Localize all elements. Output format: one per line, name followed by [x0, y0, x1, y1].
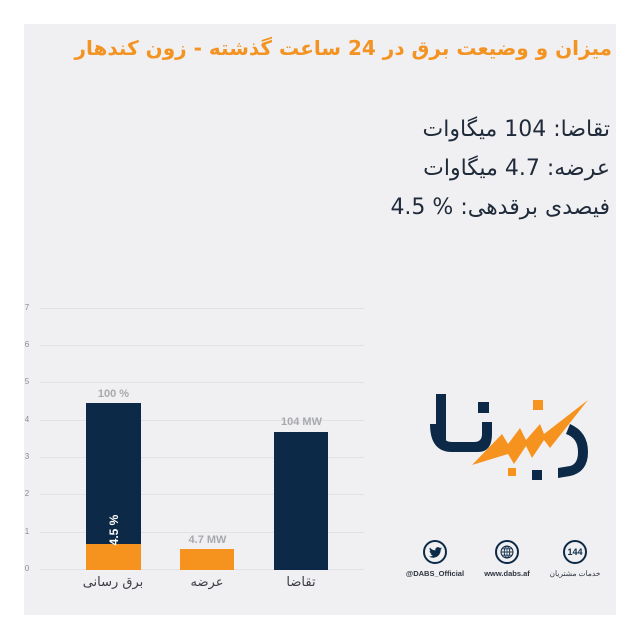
y-tick: 5	[24, 377, 30, 386]
contact-hotline[interactable]: 144 خدمات مشتریان	[540, 540, 610, 578]
y-tick: 0	[24, 564, 30, 573]
y-tick: 4	[24, 415, 30, 424]
supply-stat: عرضه: 4.7 میگاوات	[423, 156, 610, 181]
gridline	[40, 532, 364, 533]
bar-label-demand: 104 MW	[281, 416, 322, 428]
breshna-logo-icon	[430, 394, 588, 480]
y-tick: 7	[24, 303, 30, 312]
bar-delivery-total	[86, 403, 141, 544]
website-url: www.dabs.af	[484, 569, 530, 578]
y-tick: 1	[24, 527, 30, 536]
x-label-supply: عرضه	[190, 575, 224, 590]
percentage-stat: فیصدی برقدهی: % 4.5	[390, 195, 610, 220]
gridline	[40, 457, 364, 458]
gridline	[40, 345, 364, 346]
inbar-percentage-label: 4.5 %	[107, 514, 121, 546]
gridline	[40, 494, 364, 495]
bar-supply	[180, 549, 234, 570]
gridline	[40, 420, 364, 421]
gridline	[40, 382, 364, 383]
contact-website[interactable]: www.dabs.af	[472, 540, 542, 578]
x-label-demand: تقاضا	[286, 575, 316, 590]
page-title: میزان و وضیعت برق در 24 ساعت گذشته - زون…	[74, 36, 612, 60]
globe-icon	[495, 540, 519, 564]
demand-stat: تقاضا: 104 میگاوات	[422, 117, 610, 142]
y-tick: 6	[24, 340, 30, 349]
twitter-icon	[423, 540, 447, 564]
twitter-handle: @DABS_Official	[405, 569, 465, 578]
y-tick: 3	[24, 452, 30, 461]
y-tick: 2	[24, 489, 30, 498]
contact-twitter[interactable]: @DABS_Official	[400, 540, 470, 578]
bar-label-delivery: 100 %	[97, 388, 130, 400]
bar-label-supply: 4.7 MW	[188, 534, 227, 546]
customer-service-label: خدمات مشتریان	[549, 569, 601, 578]
breshna-logo	[420, 372, 600, 482]
bar-demand	[274, 432, 328, 570]
bar-delivery-supplied	[86, 544, 141, 570]
x-label-delivery: برق رسانی	[82, 575, 144, 590]
bar-chart: 0 1 2 3 4 5 6 7 100 % 4.5 % 4.7 MW 104 M…	[0, 270, 364, 590]
gridline	[40, 308, 364, 309]
stats-block: تقاضا: 104 میگاوات عرضه: 4.7 میگاوات فیص…	[390, 110, 610, 227]
phone-144-icon: 144	[563, 540, 587, 564]
